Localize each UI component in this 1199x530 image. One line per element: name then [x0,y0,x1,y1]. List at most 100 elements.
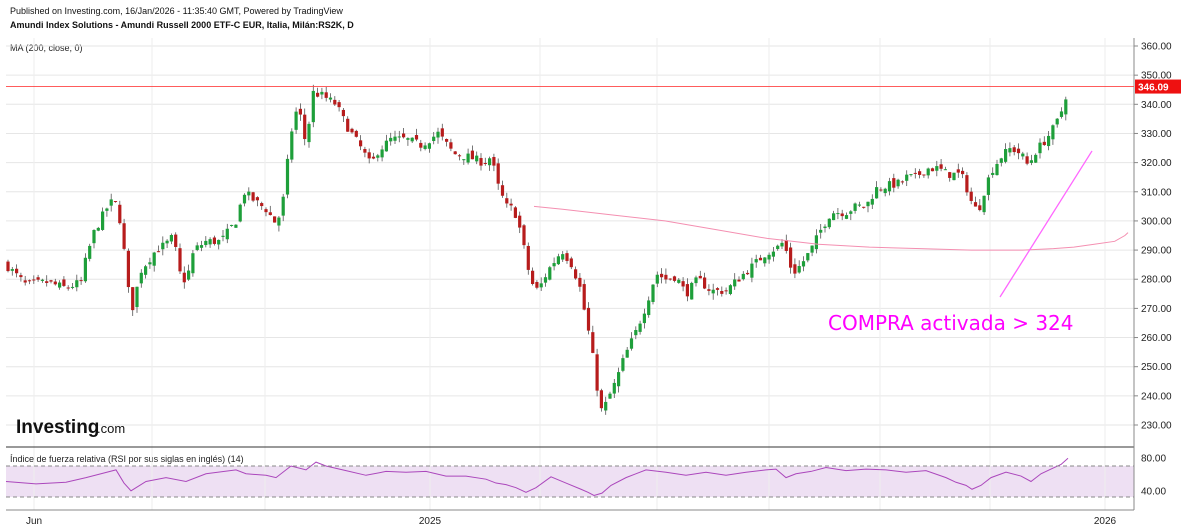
y-tick-label: 320.00 [1141,158,1172,169]
candle-body [840,213,844,217]
candle-body [608,393,612,399]
candle-body [290,131,294,160]
candle-body [58,282,62,288]
candle-body [741,273,745,280]
logo-main: Investing [16,417,99,438]
candle-body [793,264,797,274]
candle-body [88,245,92,259]
candle-body [113,201,118,203]
candle-body [887,181,892,192]
candle-body [767,254,771,260]
rsi-y-tick-labels: 80.00 40.00 [1141,454,1166,498]
y-tick-label: 300.00 [1141,216,1172,227]
candle-body [144,266,148,275]
candle-body [397,136,401,138]
candle-body [548,267,552,280]
candle-body [1047,135,1051,147]
candle-body [156,251,161,253]
y-tick-label: 230.00 [1141,421,1172,432]
candle-body [277,217,281,226]
candle-body [943,169,947,171]
candle-body [677,279,681,283]
candle-body [806,253,810,261]
candle-body [122,223,126,249]
candle-body [664,274,668,280]
candle-body [260,203,264,207]
candle-body [298,108,302,115]
candle-body [565,253,569,261]
candle-body [320,91,324,95]
candle-body [303,114,307,140]
candle-body [359,140,363,147]
candle-body [1025,156,1029,164]
candle-body [539,283,543,288]
candle-body [367,152,371,159]
candle-body [961,170,965,175]
candle-body [694,277,698,284]
candle-body [341,109,345,117]
candle-body [509,203,513,206]
candle-body [15,268,19,274]
candle-body [161,242,165,250]
candle-body [496,163,500,184]
candle-body [612,382,616,394]
candle-body [591,332,595,353]
candle-body [810,245,814,253]
candle-body [599,390,603,409]
candle-body [311,90,315,123]
candle-body [513,207,517,218]
candle-body [393,136,397,141]
last-price-tag-text: 346.09 [1138,83,1169,94]
candle-body [784,240,788,251]
candle-body [316,92,320,97]
candle-body [139,272,143,284]
candle-body [195,245,199,250]
candle-body [672,276,677,281]
candle-body [1038,142,1042,154]
candle-body [36,277,40,280]
candle-body [273,216,277,223]
candle-body [758,257,763,261]
candle-body [518,215,522,228]
candle-body [939,164,943,169]
candle-body [152,252,156,266]
candle-body [324,92,328,98]
rsi-band [6,466,1134,497]
y-tick-label: 260.00 [1141,333,1172,344]
candle-body [225,228,229,240]
candle-body [776,245,780,249]
candle-body [900,181,904,183]
candle-body [350,128,354,133]
candle-body [281,196,285,216]
candle-body [423,145,427,149]
candle-body [913,172,917,174]
candle-body [604,401,608,411]
candle-body [853,203,857,211]
candle-body [453,151,457,155]
candles [6,84,1068,415]
candle-body [531,270,535,284]
candle-body [105,208,109,211]
candle-body [918,171,922,175]
candle-body [346,118,350,132]
candle-body [655,274,659,284]
candle-body [814,235,818,250]
candle-body [797,266,801,273]
candle-body [595,354,599,391]
candle-body [238,204,242,222]
candle-body [6,261,10,272]
candle-body [832,213,836,221]
candle-body [419,142,423,148]
candle-body [488,158,492,166]
rsi-levels [6,465,1134,498]
y-tick-label: 340.00 [1141,100,1172,111]
candle-body [879,189,883,191]
candle-body [53,281,57,285]
candle-body [212,237,216,244]
candle-body [819,229,823,233]
candle-body [406,138,410,140]
candle-body [174,234,178,247]
candle-body [991,172,995,175]
candle-body [866,201,870,207]
candle-body [771,251,775,257]
